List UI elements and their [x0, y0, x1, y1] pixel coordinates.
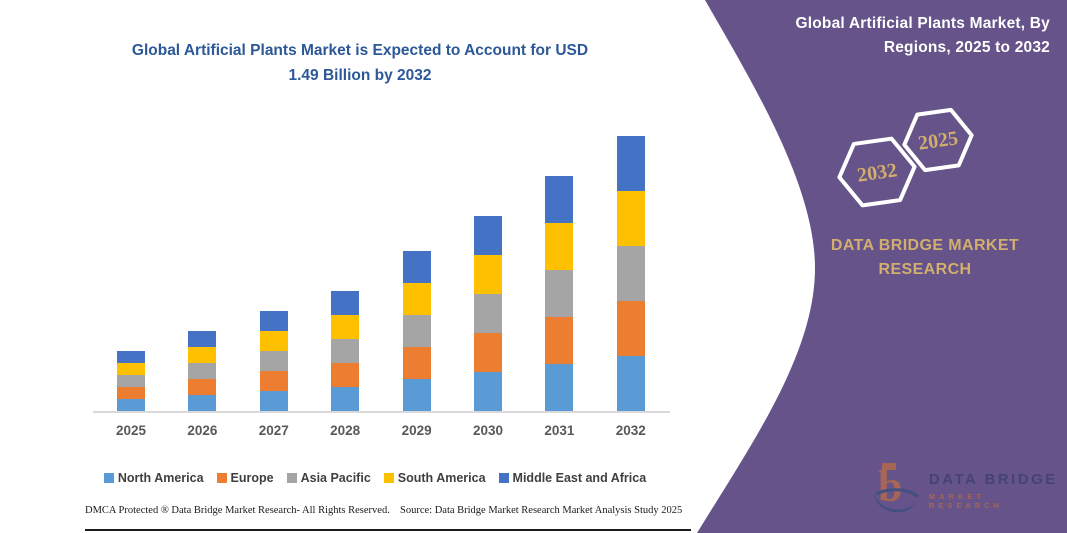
- bar-segment-europe: [616, 301, 645, 356]
- bar-segment-middle-east-and-africa: [402, 251, 431, 283]
- bar-segment-europe: [402, 347, 431, 379]
- hexagon-2032: 2032: [837, 136, 917, 208]
- chart-title-line2: 1.49 Billion by 2032: [288, 67, 432, 84]
- legend-swatch-icon: [383, 473, 394, 483]
- brand-line1: DATA BRIDGE MARKET: [830, 237, 1020, 254]
- legend-label: Middle East and Africa: [512, 471, 647, 485]
- legend-label: Europe: [230, 471, 274, 485]
- bar-segment-south-america: [331, 315, 360, 339]
- bar-segment-asia-pacific: [402, 315, 431, 347]
- logo-title: DATA BRIDGE: [928, 470, 1058, 488]
- chart-legend: North America Europe Asia Pacific South Ame…: [55, 471, 695, 485]
- legend-label: Asia Pacific: [300, 471, 371, 485]
- bar-segment-asia-pacific: [188, 363, 217, 379]
- legend-label: South America: [397, 471, 486, 485]
- plot-area: [93, 118, 670, 413]
- purple-wave-shape: [697, 0, 1067, 533]
- bar-2026: [188, 331, 217, 411]
- bar-segment-south-america: [474, 255, 502, 294]
- bar-segment-europe: [331, 363, 360, 387]
- bar-segment-north-america: [188, 395, 217, 411]
- legend-swatch-icon: [216, 473, 227, 483]
- legend-swatch-icon: [103, 473, 114, 483]
- bar-segment-asia-pacific: [616, 246, 645, 301]
- legend-item-south-america: South America: [383, 471, 486, 485]
- bar-segment-middle-east-and-africa: [474, 216, 502, 255]
- bar-segment-asia-pacific: [259, 351, 288, 371]
- hexagon-2025-label: 2025: [917, 127, 960, 154]
- legend-item-north-america: North America: [103, 471, 204, 485]
- x-axis-label-2025: 2025: [115, 423, 147, 438]
- hexagon-badges: 2025 2032: [837, 107, 974, 208]
- legend-item-middle-east-and-africa: Middle East and Africa: [498, 471, 647, 485]
- side-panel-title-line1: Global Artificial Plants Market, By: [795, 15, 1050, 32]
- bar-segment-asia-pacific: [331, 339, 360, 363]
- legend-item-europe: Europe: [216, 471, 274, 485]
- bar-segment-north-america: [616, 356, 645, 411]
- x-axis-label-2026: 2026: [187, 423, 218, 438]
- brand-wordmark: DATA BRIDGE MARKET RESEARCH: [790, 234, 1060, 282]
- bar-segment-south-america: [616, 191, 645, 246]
- legend-item-asia-pacific: Asia Pacific: [286, 471, 371, 485]
- chart-title: Global Artificial Plants Market is Expec…: [70, 38, 650, 88]
- legend-label: North America: [117, 471, 204, 485]
- bar-segment-south-america: [402, 283, 431, 315]
- bar-segment-north-america: [259, 391, 288, 411]
- x-axis-label-2029: 2029: [401, 423, 432, 438]
- footer-divider-line: [85, 529, 691, 531]
- bar-segment-middle-east-and-africa: [259, 311, 288, 331]
- footer-source: Source: Data Bridge Market Research Mark…: [400, 505, 683, 516]
- svg-text:b: b: [878, 462, 902, 511]
- bar-segment-north-america: [331, 387, 360, 411]
- x-axis-label-2028: 2028: [330, 423, 361, 438]
- bar-segment-north-america: [402, 379, 431, 411]
- bar-2030: [474, 216, 502, 411]
- bar-segment-south-america: [117, 363, 145, 375]
- x-axis-label-2030: 2030: [472, 423, 504, 438]
- x-axis-label-2031: 2031: [544, 423, 575, 438]
- dbmr-logo: b DATA BRIDGE MARKET RESEARCH: [870, 458, 1065, 522]
- chart-title-line1: Global Artificial Plants Market is Expec…: [131, 42, 589, 59]
- bar-segment-europe: [259, 371, 288, 391]
- legend-swatch-icon: [286, 473, 297, 483]
- bar-segment-europe: [188, 379, 217, 395]
- bar-segment-middle-east-and-africa: [117, 351, 145, 363]
- legend-swatch-icon: [498, 473, 509, 483]
- dbmr-logo-icon: b: [873, 462, 919, 513]
- side-panel-title-line2: Regions, 2025 to 2032: [883, 39, 1050, 57]
- bar-segment-middle-east-and-africa: [545, 176, 574, 223]
- bar-segment-north-america: [474, 372, 502, 411]
- x-axis-label-2032: 2032: [615, 423, 646, 438]
- footer-copyright: DMCA Protected ® Data Bridge Market Rese…: [85, 505, 390, 516]
- x-axis-label-2027: 2027: [258, 423, 289, 438]
- bar-segment-north-america: [545, 364, 574, 411]
- bar-segment-asia-pacific: [117, 375, 145, 387]
- bar-segment-asia-pacific: [545, 270, 574, 317]
- bar-2032: [616, 136, 645, 411]
- side-panel-title: Global Artificial Plants Market, By Regi…: [758, 12, 1050, 60]
- bar-segment-middle-east-and-africa: [331, 291, 360, 315]
- bar-2031: [545, 176, 574, 411]
- logo-subtitle: MARKET RESEARCH: [928, 491, 1004, 510]
- bar-2027: [259, 311, 288, 411]
- bar-segment-south-america: [545, 223, 574, 270]
- bar-segment-europe: [545, 317, 574, 364]
- x-axis-labels: 2025 2026 2027 2028 2029 2030 2031 2032: [93, 423, 670, 443]
- bar-segment-europe: [117, 387, 145, 399]
- bar-segment-south-america: [259, 331, 288, 351]
- bar-segment-north-america: [117, 399, 145, 411]
- bar-2025: [117, 351, 145, 411]
- bar-2028: [331, 291, 360, 411]
- bar-segment-middle-east-and-africa: [188, 331, 217, 347]
- bar-segment-asia-pacific: [474, 294, 502, 333]
- bar-segment-europe: [474, 333, 502, 372]
- bar-segment-middle-east-and-africa: [616, 136, 645, 191]
- bar-segment-south-america: [188, 347, 217, 363]
- brand-line2: RESEARCH: [878, 261, 972, 278]
- bar-2029: [402, 251, 431, 411]
